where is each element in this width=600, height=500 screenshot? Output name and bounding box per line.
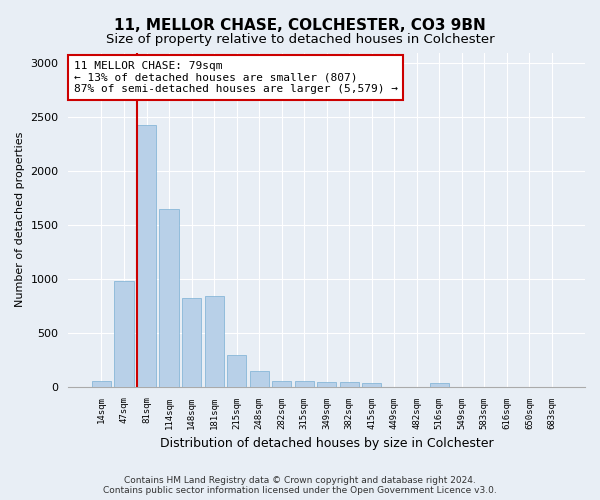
Bar [92,381,111,386]
Text: 11, MELLOR CHASE, COLCHESTER, CO3 9BN: 11, MELLOR CHASE, COLCHESTER, CO3 9BN [114,18,486,32]
Bar [317,382,336,386]
Bar [160,209,179,386]
Text: 11 MELLOR CHASE: 79sqm
← 13% of detached houses are smaller (807)
87% of semi-de: 11 MELLOR CHASE: 79sqm ← 13% of detached… [74,61,398,94]
Bar [250,371,269,386]
Bar [340,382,359,386]
Bar [182,298,201,386]
Text: Contains HM Land Registry data © Crown copyright and database right 2024.
Contai: Contains HM Land Registry data © Crown c… [103,476,497,495]
Bar [295,381,314,386]
Bar [115,281,134,386]
Y-axis label: Number of detached properties: Number of detached properties [15,132,25,308]
X-axis label: Distribution of detached houses by size in Colchester: Distribution of detached houses by size … [160,437,494,450]
Bar [272,381,291,386]
Text: Size of property relative to detached houses in Colchester: Size of property relative to detached ho… [106,32,494,46]
Bar [205,296,224,386]
Bar [362,384,382,386]
Bar [430,384,449,386]
Bar [227,356,246,386]
Bar [137,124,156,386]
